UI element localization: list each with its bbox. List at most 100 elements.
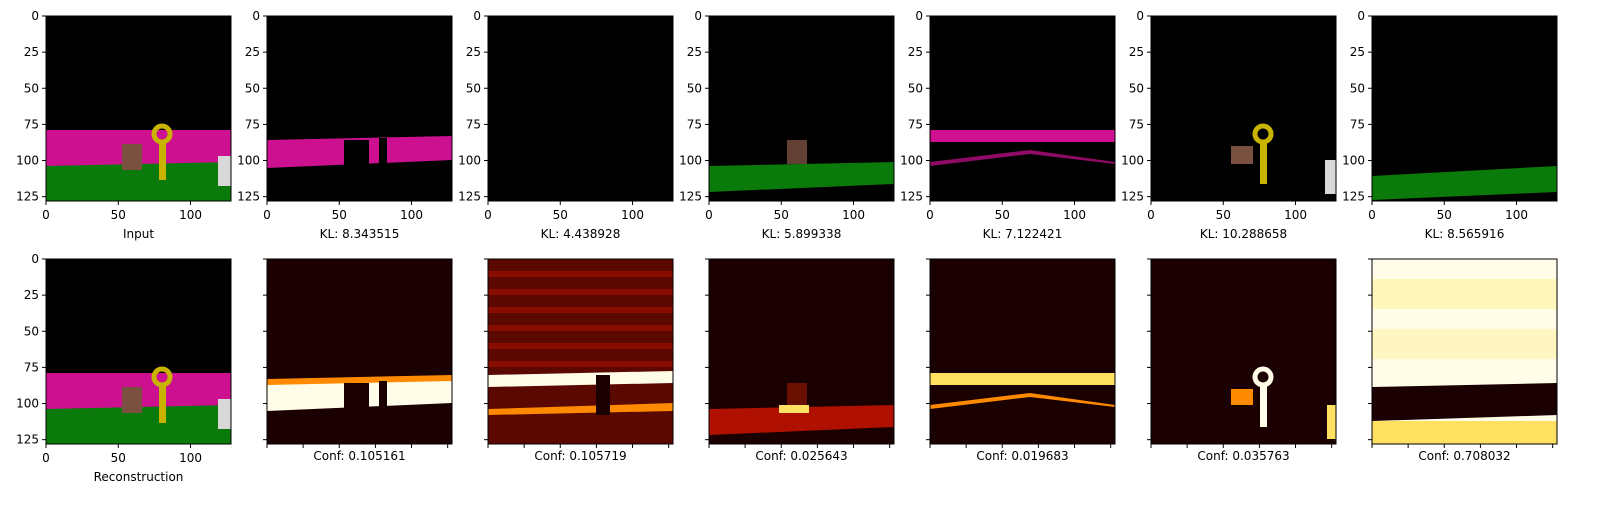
y-tick-label: 100 xyxy=(900,154,923,168)
x-tick-label: 50 xyxy=(111,451,126,465)
x-tick-label: 0 xyxy=(263,208,271,222)
panel-frame xyxy=(45,258,232,445)
panel-frame xyxy=(266,15,453,202)
y-tick-label: 75 xyxy=(24,360,39,374)
y-tick-label: 100 xyxy=(458,154,481,168)
y-tick-label: 0 xyxy=(1136,9,1144,23)
x-tick-label: 50 xyxy=(1437,208,1452,222)
panel-caption: Conf: 0.019683 xyxy=(976,449,1068,463)
panel-r0-c2 xyxy=(488,16,673,201)
y-tick-label: 50 xyxy=(687,81,702,95)
x-tick-label: 100 xyxy=(179,451,202,465)
x-tick-label: 50 xyxy=(774,208,789,222)
y-tick-label: 125 xyxy=(458,190,481,204)
panel-r1-c0 xyxy=(46,259,231,444)
panel-r0-c3 xyxy=(709,16,894,201)
y-tick-label: 0 xyxy=(1357,9,1365,23)
x-tick-label: 100 xyxy=(400,208,423,222)
y-tick-label: 75 xyxy=(1129,117,1144,131)
y-tick-label: 125 xyxy=(16,190,39,204)
panel-frame xyxy=(487,15,674,202)
x-tick-label: 100 xyxy=(1505,208,1528,222)
panel-frame xyxy=(708,15,895,202)
y-tick-label: 100 xyxy=(1342,154,1365,168)
y-tick-label: 125 xyxy=(237,190,260,204)
y-tick-label: 125 xyxy=(900,190,923,204)
y-tick-label: 75 xyxy=(908,117,923,131)
panel-caption: Reconstruction xyxy=(94,470,184,484)
panel-frame xyxy=(929,258,1116,445)
x-tick-label: 100 xyxy=(621,208,644,222)
x-tick-label: 50 xyxy=(1216,208,1231,222)
panel-caption: KL: 10.288658 xyxy=(1200,227,1287,241)
panel-caption: KL: 8.565916 xyxy=(1425,227,1505,241)
y-tick-label: 75 xyxy=(687,117,702,131)
x-tick-label: 0 xyxy=(484,208,492,222)
y-tick-label: 0 xyxy=(31,252,39,266)
y-tick-label: 75 xyxy=(1350,117,1365,131)
x-tick-label: 0 xyxy=(1147,208,1155,222)
panel-r1-c4 xyxy=(930,259,1115,444)
y-tick-label: 25 xyxy=(466,45,481,59)
x-tick-label: 100 xyxy=(842,208,865,222)
panel-r1-c2 xyxy=(488,259,673,444)
panel-frame xyxy=(266,258,453,445)
x-tick-label: 0 xyxy=(42,208,50,222)
panel-caption: Conf: 0.025643 xyxy=(755,449,847,463)
x-tick-label: 50 xyxy=(995,208,1010,222)
panel-caption: Conf: 0.708032 xyxy=(1418,449,1510,463)
y-tick-label: 100 xyxy=(16,154,39,168)
y-tick-label: 125 xyxy=(679,190,702,204)
panel-r1-c5 xyxy=(1151,259,1336,444)
panel-caption: Conf: 0.105719 xyxy=(534,449,626,463)
x-tick-label: 100 xyxy=(1063,208,1086,222)
x-tick-label: 50 xyxy=(553,208,568,222)
panel-caption: KL: 7.122421 xyxy=(983,227,1063,241)
panel-r1-c1 xyxy=(267,259,452,444)
x-tick-label: 0 xyxy=(705,208,713,222)
y-tick-label: 50 xyxy=(1350,81,1365,95)
panel-caption: Conf: 0.035763 xyxy=(1197,449,1289,463)
x-tick-label: 0 xyxy=(926,208,934,222)
y-tick-label: 100 xyxy=(679,154,702,168)
y-tick-label: 100 xyxy=(1121,154,1144,168)
y-tick-label: 0 xyxy=(694,9,702,23)
y-tick-label: 25 xyxy=(24,288,39,302)
y-tick-label: 125 xyxy=(1121,190,1144,204)
panel-r0-c1 xyxy=(267,16,452,201)
x-tick-label: 0 xyxy=(42,451,50,465)
y-tick-label: 25 xyxy=(1350,45,1365,59)
panel-caption: Conf: 0.105161 xyxy=(313,449,405,463)
y-tick-label: 50 xyxy=(1129,81,1144,95)
panel-r1-c6 xyxy=(1372,259,1557,444)
panel-r1-c3 xyxy=(709,259,894,444)
y-tick-label: 50 xyxy=(24,81,39,95)
y-tick-label: 25 xyxy=(24,45,39,59)
y-tick-label: 100 xyxy=(237,154,260,168)
y-tick-label: 75 xyxy=(466,117,481,131)
y-tick-label: 0 xyxy=(473,9,481,23)
y-tick-label: 25 xyxy=(908,45,923,59)
x-tick-label: 0 xyxy=(1368,208,1376,222)
y-tick-label: 0 xyxy=(252,9,260,23)
panel-r0-c5 xyxy=(1151,16,1336,201)
y-tick-label: 0 xyxy=(31,9,39,23)
panel-frame xyxy=(1150,258,1337,445)
y-tick-label: 25 xyxy=(245,45,260,59)
panel-frame xyxy=(1371,15,1558,202)
panel-frame xyxy=(45,15,232,202)
panel-frame xyxy=(708,258,895,445)
panel-r0-c0 xyxy=(46,16,231,201)
panel-caption: KL: 8.343515 xyxy=(320,227,400,241)
y-tick-label: 125 xyxy=(1342,190,1365,204)
y-tick-label: 125 xyxy=(16,433,39,447)
y-tick-label: 50 xyxy=(466,81,481,95)
y-tick-label: 75 xyxy=(24,117,39,131)
panel-frame xyxy=(1150,15,1337,202)
panel-caption: Input xyxy=(123,227,154,241)
panel-caption: KL: 4.438928 xyxy=(541,227,621,241)
x-tick-label: 100 xyxy=(1284,208,1307,222)
y-tick-label: 50 xyxy=(245,81,260,95)
